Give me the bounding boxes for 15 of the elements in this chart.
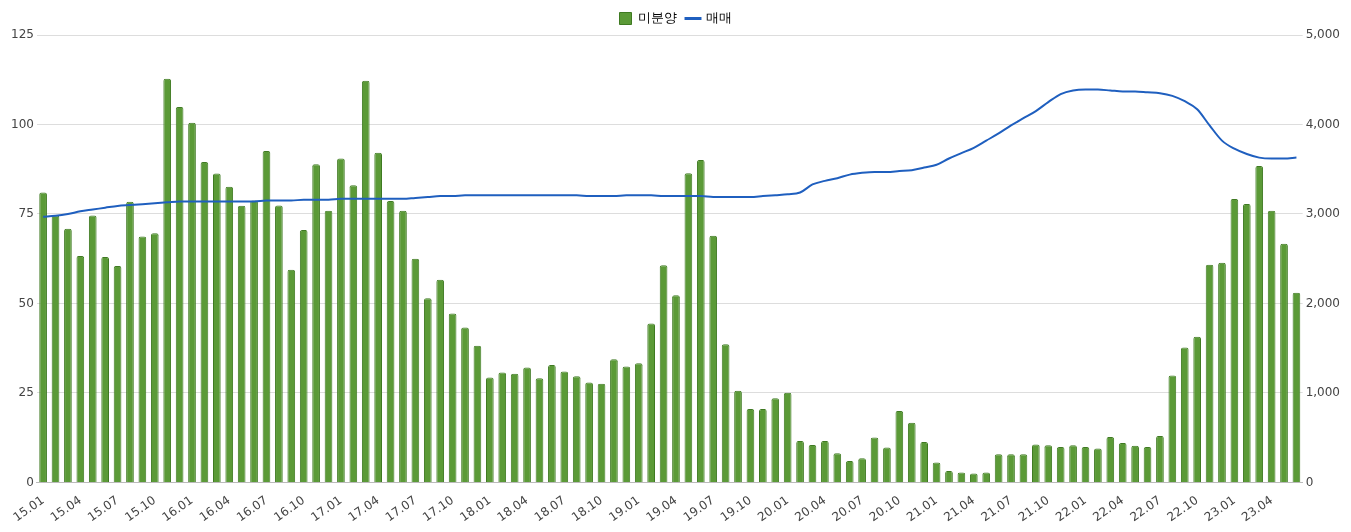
y2-tick-label: 1,000 — [1305, 385, 1341, 400]
y2-tick-label: 2,000 — [1305, 295, 1341, 310]
y2-tick-label: 4,000 — [1305, 116, 1341, 131]
y2-tick-label: 5,000 — [1305, 27, 1341, 42]
line-series — [42, 88, 1298, 218]
y2-tick-label: 0 — [1305, 474, 1314, 489]
legend-label: 미분양 — [638, 9, 677, 25]
y-tick-label: 25 — [18, 385, 34, 400]
y-tick-label: 100 — [11, 116, 34, 131]
y2-tick-label: 3,000 — [1305, 206, 1341, 221]
y-tick-label: 0 — [26, 474, 34, 489]
y-tick-label: 125 — [11, 27, 34, 42]
y-tick-label: 75 — [18, 206, 34, 221]
y-tick-label: 50 — [18, 295, 34, 310]
legend-label: 매매 — [705, 9, 732, 25]
